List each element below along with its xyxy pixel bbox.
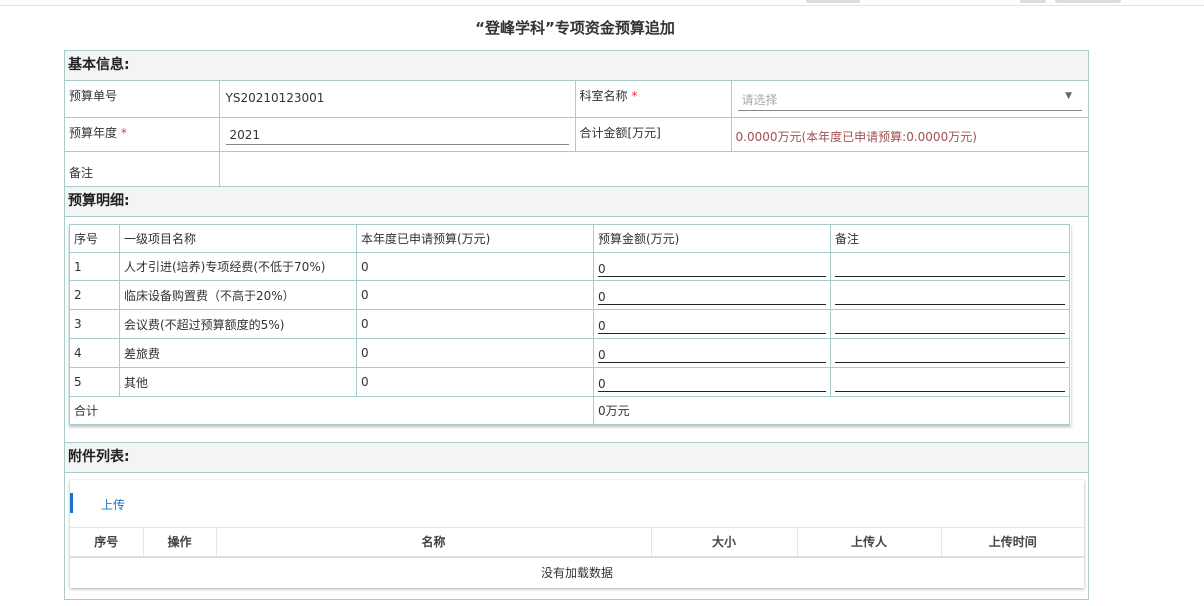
required-mark: * [120,126,127,140]
row-no: 5 [69,367,120,397]
table-header: 序号 一级项目名称 本年度已申请预算(万元) 预算金额(万元) 备注 [69,224,1070,253]
year-label: 预算年度 [69,126,118,140]
upload-bar [70,493,73,513]
col-header: 序号 [70,527,144,558]
col-header: 一级项目名称 [119,224,357,253]
form-panel: 基本信息: 预算单号 YS20210123001 科室名称 * 请选择 ▼ 预算年… [64,50,1089,600]
total-row: 合计 0万元 [69,396,1070,425]
col-header: 操作 [143,527,217,558]
row-name: 差旅费 [119,338,357,368]
basic-info-table: 预算单号 YS20210123001 科室名称 * 请选择 ▼ 预算年度 * 20… [65,81,1088,197]
row-no: 4 [69,338,120,368]
row-no: 3 [69,309,120,339]
total-row-label: 合计 [69,396,594,425]
remark-input[interactable] [835,341,1065,363]
total-row-value: 0万元 [593,396,1070,425]
row-applied: 0 [356,252,594,281]
row-applied: 0 [356,367,594,397]
section-attachments: 附件列表: [65,442,1088,473]
dept-placeholder: 请选择 [741,93,778,107]
col-header: 序号 [69,224,120,253]
table-row: 1 人才引进(培养)专项经费(不低于70%) 0 0 [69,252,1070,281]
col-header: 上传人 [797,527,942,558]
col-header: 上传时间 [941,527,1084,558]
table-header: 序号 操作 名称 大小 上传人 上传时间 [70,527,1084,558]
col-header: 名称 [216,527,652,558]
page-title: “登峰学科”专项资金预算追加 [475,19,675,37]
table-row: 4 差旅费 0 0 [69,338,1070,368]
amount-input[interactable]: 0 [598,255,826,277]
row-name: 会议费(不超过预算额度的5%) [119,309,357,339]
top-divider [0,5,1204,6]
row-applied: 0 [356,309,594,339]
row-name: 临床设备购置费（不高于20%） [119,280,357,310]
amount-input[interactable]: 0 [598,370,826,392]
col-header: 本年度已申请预算(万元) [356,224,594,253]
toolbar-button[interactable] [1020,0,1046,3]
total-label: 合计金额[万元] [574,117,732,152]
section-budget-detail: 预算明细: [65,186,1088,217]
table-row: 2 临床设备购置费（不高于20%） 0 0 [69,280,1070,310]
chevron-down-icon: ▼ [1065,91,1072,101]
remark-input[interactable] [835,312,1065,334]
remark-input[interactable] [835,255,1065,277]
col-header: 备注 [830,224,1070,253]
row-no: 1 [69,252,120,281]
toolbar-button[interactable] [806,0,860,3]
row-no: 2 [69,280,120,310]
budget-detail-table: 序号 一级项目名称 本年度已申请预算(万元) 预算金额(万元) 备注 1 人才引… [69,224,1071,425]
row-name: 其他 [119,367,357,397]
table-row: 5 其他 0 0 [69,367,1070,397]
col-header: 大小 [651,527,798,558]
row-applied: 0 [356,338,594,368]
amount-input[interactable]: 0 [598,312,826,334]
section-basic-info: 基本信息: [65,50,1088,81]
remark-input[interactable] [835,283,1065,305]
total-value: 0.0000万元(本年度已申请预算:0.0000万元) [735,130,977,144]
upload-button[interactable]: 上传 [101,498,126,512]
attachment-list: 上传 序号 操作 名称 大小 上传人 上传时间 没有加载数据 [70,480,1084,588]
col-header: 预算金额(万元) [593,224,831,253]
amount-input[interactable]: 0 [598,283,826,305]
year-input[interactable]: 2021 [225,124,569,145]
dept-label: 科室名称 [579,89,628,103]
budget-no-label: 预算单号 [65,81,220,118]
required-mark: * [631,89,638,103]
budget-no-value: YS20210123001 [225,91,325,105]
row-applied: 0 [356,280,594,310]
row-name: 人才引进(培养)专项经费(不低于70%) [119,252,357,281]
remark-input[interactable] [835,370,1065,392]
dept-select[interactable]: 请选择 ▼ [737,87,1082,111]
toolbar-button[interactable] [1055,0,1121,3]
table-row: 3 会议费(不超过预算额度的5%) 0 0 [69,309,1070,339]
empty-message: 没有加载数据 [540,566,613,580]
amount-input[interactable]: 0 [598,341,826,363]
